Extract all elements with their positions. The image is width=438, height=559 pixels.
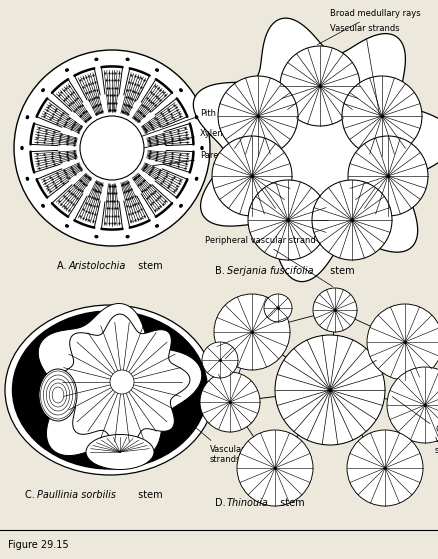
Circle shape: [342, 76, 422, 156]
Text: stem: stem: [327, 266, 355, 276]
Text: stem: stem: [277, 498, 304, 508]
Circle shape: [14, 50, 210, 246]
Text: Peripheral vascular strand: Peripheral vascular strand: [205, 236, 332, 287]
Circle shape: [218, 76, 298, 156]
Text: stem: stem: [135, 261, 162, 271]
Circle shape: [80, 116, 144, 180]
Text: A.: A.: [57, 261, 73, 271]
Text: B.: B.: [215, 266, 228, 276]
Text: Aristolochia: Aristolochia: [69, 261, 127, 271]
Text: Central
vascular
strand: Central vascular strand: [392, 397, 438, 455]
Circle shape: [312, 180, 392, 260]
Polygon shape: [193, 18, 438, 282]
Text: Broad medullary rays: Broad medullary rays: [318, 9, 420, 45]
Circle shape: [110, 370, 134, 394]
Ellipse shape: [39, 369, 77, 421]
Circle shape: [264, 294, 292, 322]
Polygon shape: [54, 314, 190, 450]
Circle shape: [202, 342, 238, 378]
Circle shape: [248, 180, 328, 260]
Text: Parenchyma: Parenchyma: [153, 151, 252, 165]
Text: Vascular
strands: Vascular strands: [177, 412, 246, 465]
Text: Serjania fuscifolia: Serjania fuscifolia: [227, 266, 314, 276]
Ellipse shape: [86, 434, 154, 470]
Circle shape: [387, 367, 438, 443]
Circle shape: [367, 304, 438, 380]
Text: Paullinia sorbilis: Paullinia sorbilis: [37, 490, 116, 500]
Circle shape: [212, 136, 292, 216]
Circle shape: [280, 46, 360, 126]
Text: stem: stem: [135, 490, 162, 500]
Text: D.: D.: [215, 498, 229, 508]
Ellipse shape: [13, 311, 208, 469]
Circle shape: [313, 288, 357, 332]
Circle shape: [348, 136, 428, 216]
Circle shape: [214, 294, 290, 370]
Text: Thinouia: Thinouia: [227, 498, 269, 508]
Ellipse shape: [5, 305, 215, 475]
Text: Pith: Pith: [120, 108, 216, 144]
Text: Vascular strands: Vascular strands: [330, 24, 399, 115]
Text: Xylem: Xylem: [137, 129, 226, 149]
Text: Figure 29.15: Figure 29.15: [8, 540, 69, 550]
Circle shape: [237, 430, 313, 506]
Circle shape: [347, 430, 423, 506]
Circle shape: [200, 372, 260, 432]
Polygon shape: [38, 304, 202, 457]
Text: C.: C.: [25, 490, 38, 500]
Circle shape: [275, 335, 385, 445]
